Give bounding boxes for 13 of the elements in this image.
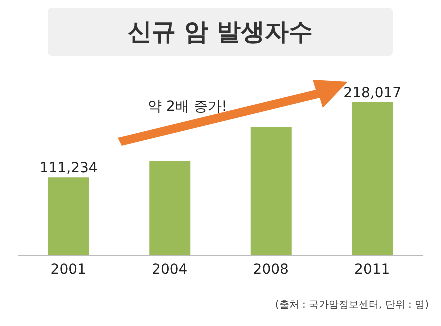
bar [250,126,292,256]
bar [352,102,394,256]
annotation: 약 2배 증가! [148,98,228,116]
text: (출처 : 국가암정보센터, 단위 : 명) [275,299,429,312]
x-tick-label: 2004 [152,262,188,278]
data-label: 218,017 [344,85,402,102]
chart-title: 신규 암 발생자수 [48,8,393,56]
bar [48,178,90,256]
data-label: 111,234 [40,160,98,177]
x-tick-label: 2011 [354,262,390,278]
bar [150,162,191,256]
x-tick-label: 2001 [50,262,86,278]
x-tick-label: 2008 [253,262,289,278]
